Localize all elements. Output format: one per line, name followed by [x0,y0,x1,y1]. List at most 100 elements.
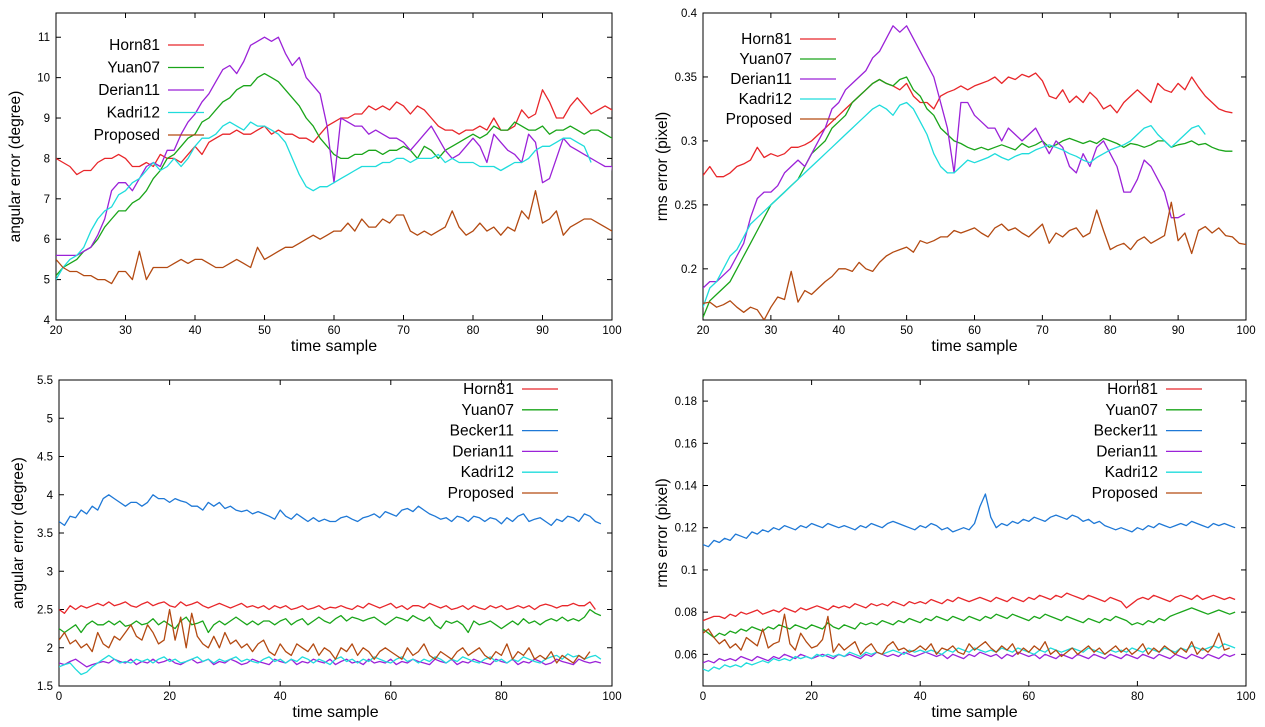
x-tick-label: 0 [700,691,706,703]
x-tick-label: 60 [384,691,397,703]
series-line-kadri12 [59,653,602,676]
series-line-becker11 [59,494,602,527]
legend-label-becker11: Becker11 [450,423,514,440]
chart-panel-1: 20 30 40 50 60 70 80 90 100 4 5 6 7 8 9 10 11 time sample… [7,12,622,355]
legend: Horn81 Yuan07 Derian11 Kadri12 Proposed [726,31,836,128]
x-tick-label: 30 [764,325,777,337]
legend-label-kadri12: Kadri12 [739,91,792,108]
legend-label-yuan07: Yuan07 [1105,402,1158,419]
y-tick-label: 0.16 [675,438,697,450]
y-axis-label: rms error (pixel) [654,112,671,221]
chart-panel-2: 20 30 40 50 60 70 80 90 100 0.2 0.25 0.3 0.35 0.4 time… [654,8,1256,355]
x-tick-label: 80 [1104,325,1117,337]
chart-panel-4: 0 20 40 60 80 100 0.06 0.08 0.1 0.12 0.14 0.16 0.18 t… [654,379,1256,721]
y-tick-label: 0.12 [675,523,697,535]
legend-label-proposed: Proposed [94,127,160,144]
x-tick-label: 50 [900,325,913,337]
y-tick-label: 2 [47,643,53,655]
x-tick-label: 70 [1036,325,1049,337]
x-tick-label: 40 [914,691,927,703]
x-axis-label: time sample [291,338,377,355]
series-group [703,493,1236,672]
legend-label-yuan07: Yuan07 [461,402,514,419]
legend-label-horn81: Horn81 [1107,381,1158,398]
series-line-becker11 [703,493,1236,548]
x-axis-label: time sample [292,704,378,721]
x-tick-label: 80 [467,325,480,337]
y-tick-label: 0.4 [681,8,698,20]
x-tick-label: 50 [258,325,271,337]
y-tick-label: 0.2 [681,264,697,276]
y-tick-label: 4 [44,315,51,327]
series-line-derian11 [703,25,1186,289]
series-line-horn81 [56,89,612,176]
series-line-proposed [56,190,612,285]
series-line-yuan07 [703,607,1236,639]
y-tick-label: 1.5 [37,681,53,693]
legend-label-derian11: Derian11 [730,71,792,88]
legend: Horn81 Yuan07 Becker11 Derian11 Kadri12 Propo… [448,381,558,502]
legend-label-becker11: Becker11 [1094,423,1158,440]
y-tick-label: 0.18 [675,396,697,408]
series-line-yuan07 [56,72,612,277]
y-axis-label: rms error (pixel) [654,478,671,587]
x-tick-label: 70 [397,325,410,337]
y-tick-label: 11 [38,32,50,44]
y-tick-label: 4 [47,490,54,502]
x-tick-label: 20 [163,691,176,703]
series-group [56,36,612,285]
legend-label-yuan07: Yuan07 [107,60,160,77]
legend-label-kadri12: Kadri12 [107,105,160,122]
legend-label-kadri12: Kadri12 [1105,464,1158,481]
series-line-kadri12 [56,121,592,280]
series-line-horn81 [703,592,1236,622]
legend: Horn81 Yuan07 Becker11 Derian11 Kadri12 Propo… [1092,381,1202,502]
y-tick-label: 3.5 [37,528,53,540]
x-tick-label: 100 [1236,691,1255,703]
series-line-proposed [703,613,1230,658]
x-axis-label: time sample [931,704,1017,721]
x-tick-label: 40 [189,325,202,337]
x-tick-label: 100 [1236,325,1255,337]
y-tick-label: 0.3 [681,136,697,148]
legend-label-proposed: Proposed [726,111,792,128]
y-tick-label: 0.08 [675,607,697,619]
series-line-horn81 [59,601,596,614]
series-line-yuan07 [59,608,602,634]
x-tick-label: 60 [968,325,981,337]
x-tick-label: 80 [1131,691,1144,703]
y-tick-label: 3 [47,566,53,578]
x-tick-label: 80 [495,691,508,703]
legend-label-proposed: Proposed [448,485,514,502]
plot-frame [702,379,1247,687]
x-tick-label: 40 [274,691,287,703]
x-tick-label: 60 [328,325,341,337]
y-axis-label: angular error (degree) [7,91,24,243]
series-line-horn81 [703,72,1233,178]
x-tick-label: 100 [602,325,621,337]
y-tick-label: 0.06 [675,649,697,661]
legend-label-derian11: Derian11 [452,443,514,460]
series-line-proposed [59,608,591,664]
legend-label-proposed: Proposed [1092,485,1158,502]
y-tick-label: 0.14 [675,481,698,493]
y-tick-label: 7 [44,194,50,206]
legend: Horn81 Yuan07 Derian11 Kadri12 Proposed [94,37,204,144]
legend-label-derian11: Derian11 [98,82,160,99]
legend-label-horn81: Horn81 [109,37,160,54]
x-tick-label: 60 [1022,691,1035,703]
y-tick-label: 5.5 [37,375,53,387]
y-tick-label: 5 [44,275,50,287]
chart-panel-3: 0 20 40 60 80 100 1.5 2 2.5 3 3.5 4 4.5 5 5.5 time samp… [10,375,622,721]
y-tick-label: 8 [44,153,50,165]
x-tick-label: 20 [805,691,818,703]
y-tick-label: 0.25 [675,200,697,212]
y-tick-label: 4.5 [37,452,53,464]
x-tick-label: 90 [1172,325,1185,337]
series-line-kadri12 [703,101,1206,308]
legend-label-horn81: Horn81 [463,381,514,398]
x-tick-label: 40 [832,325,845,337]
x-tick-label: 30 [119,325,132,337]
